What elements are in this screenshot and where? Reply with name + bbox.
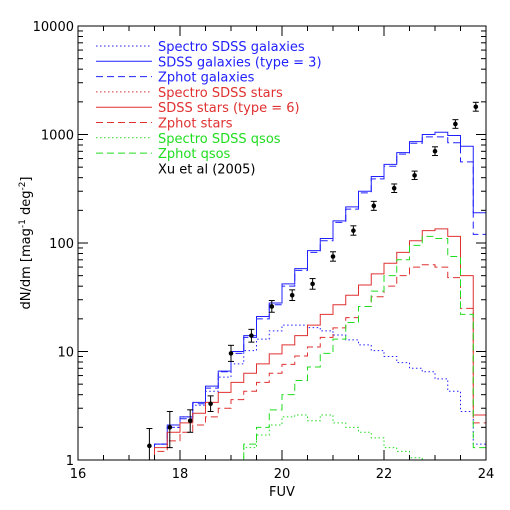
- y-tick-label: 10000: [33, 20, 74, 35]
- data-point: [269, 304, 275, 309]
- legend-label-sdss-stars-type-6: SDSS stars (type = 6): [158, 101, 300, 116]
- data-point: [187, 418, 193, 424]
- data-points-layer: [146, 101, 479, 461]
- data-point: [351, 228, 356, 233]
- x-tick-label: 20: [274, 467, 291, 482]
- legend-label-spectro-sdss-qsos: Spectro SDSS qsos: [158, 132, 281, 147]
- series-line-zphot-qsos: [78, 235, 486, 461]
- y-tick-label: 10: [57, 346, 74, 361]
- series-layer: [78, 131, 486, 461]
- x-tick-label: 16: [70, 467, 87, 482]
- legend-label-sdss-galaxies-type-3: SDSS galaxies (type = 3): [158, 55, 322, 70]
- x-axis-title: FUV: [269, 485, 295, 500]
- series-line-spectro-sdss-qsos: [78, 414, 486, 461]
- series-line-zphot-stars: [78, 264, 486, 461]
- legend-label-zphot-stars: Zphot stars: [158, 117, 233, 132]
- legend-label-spectro-sdss-stars: Spectro SDSS stars: [158, 86, 283, 101]
- data-point: [310, 281, 315, 287]
- y-axis-title: dN/dm [mag-1 deg-2]: [18, 176, 34, 309]
- legend-label-zphot-qsos: Zphot qsos: [158, 147, 231, 162]
- axis-ticks-layer: 16 18 20 22 24 1 10 100 1000 10000: [33, 20, 495, 482]
- y-axis-title-main: dN/dm [mag: [19, 228, 34, 309]
- y-tick-label: 1000: [41, 129, 74, 144]
- y-axis-title-sup1: -1: [18, 219, 28, 228]
- data-point: [330, 254, 336, 259]
- series-line-spectro-sdss-galaxies: [78, 324, 486, 461]
- data-point: [289, 292, 295, 298]
- x-tick-label: 24: [478, 467, 495, 482]
- legend-label-xu-et-al-2005: Xu et al (2005): [158, 162, 255, 177]
- x-tick-label: 18: [172, 467, 189, 482]
- x-tick-label: 22: [376, 467, 393, 482]
- legend-label-zphot-galaxies: Zphot galaxies: [158, 71, 255, 86]
- y-axis-title-end: ]: [19, 176, 34, 181]
- data-point: [371, 203, 377, 209]
- y-tick-label: 1: [66, 454, 74, 469]
- data-point: [432, 149, 438, 154]
- data-point: [167, 425, 173, 430]
- data-point: [391, 185, 397, 191]
- data-point: [208, 401, 213, 407]
- data-point: [412, 173, 417, 178]
- data-point: [453, 121, 458, 127]
- data-point: [147, 443, 152, 449]
- y-axis-title-mid: deg: [19, 191, 34, 220]
- legend-label-spectro-sdss-galaxies: Spectro SDSS galaxies: [158, 40, 305, 55]
- data-point: [473, 104, 479, 110]
- y-axis-title-sup2: -2: [18, 182, 28, 191]
- data-point: [249, 333, 254, 338]
- y-tick-label: 100: [49, 237, 74, 252]
- series-line-zphot-galaxies: [78, 136, 486, 461]
- data-point: [228, 351, 234, 356]
